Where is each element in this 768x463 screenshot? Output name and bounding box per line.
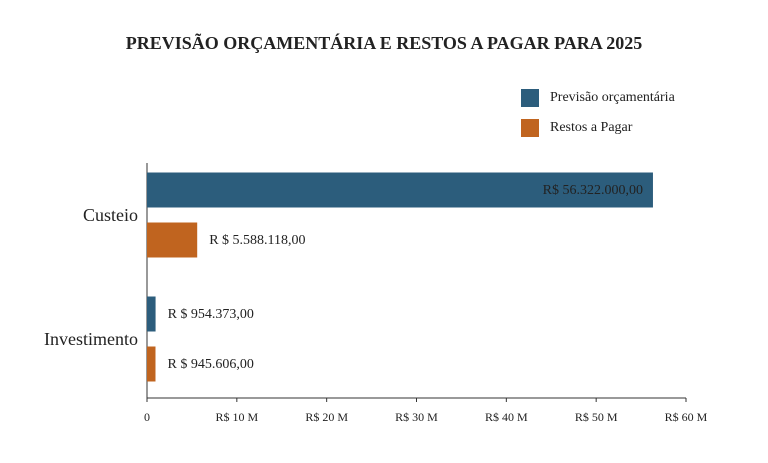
value-label: R $ 945.606,00 <box>167 357 253 372</box>
bar <box>147 296 156 332</box>
legend-label: Restos a Pagar <box>550 120 633 135</box>
x-tick-label: R$ 30 M <box>395 410 438 424</box>
value-label: R $ 954.373,00 <box>168 307 254 322</box>
x-tick-label: R$ 20 M <box>305 410 348 424</box>
bar <box>147 222 198 258</box>
x-tick-label: R$ 50 M <box>575 410 618 424</box>
y-tick-label: Custeio <box>83 205 138 225</box>
bar <box>147 172 653 208</box>
bar <box>147 346 156 382</box>
chart-title: PREVISÃO ORÇAMENTÁRIA E RESTOS A PAGAR P… <box>126 32 643 53</box>
y-tick-label: Investimento <box>44 329 138 349</box>
x-tick-label: 0 <box>144 410 150 424</box>
value-label: R $ 5.588.118,00 <box>209 233 305 248</box>
x-tick-label: R$ 10 M <box>215 410 258 424</box>
legend-swatch <box>521 119 539 137</box>
x-tick-label: R$ 40 M <box>485 410 528 424</box>
x-tick-label: R$ 60 M <box>665 410 708 424</box>
value-label: R$ 56.322.000,00 <box>543 183 643 198</box>
legend-label: Previsão orçamentária <box>550 90 676 105</box>
legend-swatch <box>521 89 539 107</box>
